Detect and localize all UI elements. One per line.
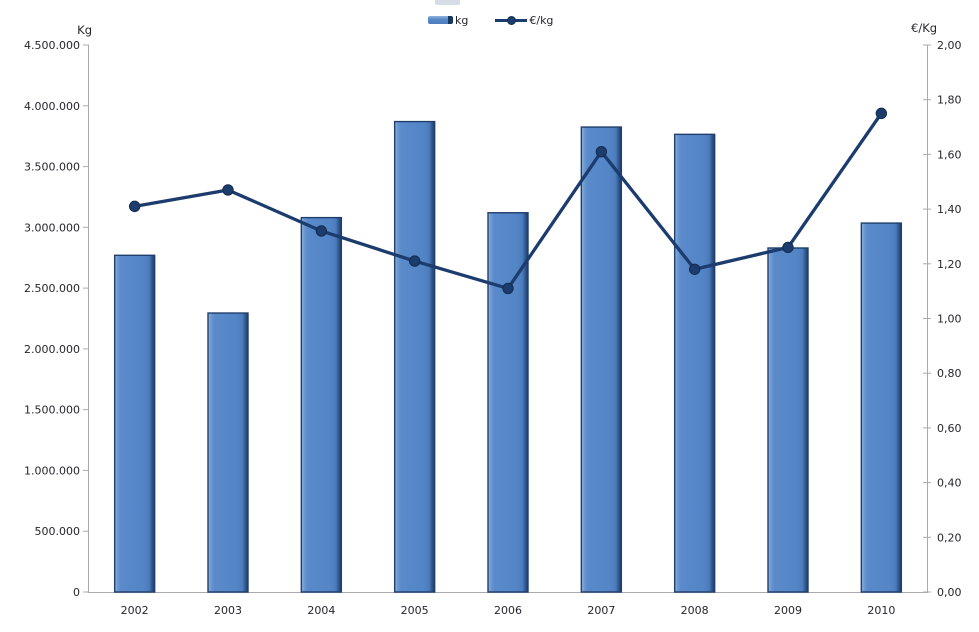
y-axis-left-tick-label: 0 xyxy=(73,586,80,599)
bar-2004 xyxy=(300,216,343,593)
y-axis-right-tick-label: 0,20 xyxy=(937,531,962,544)
x-axis-label-2007: 2007 xyxy=(587,604,615,617)
y-axis-left-tick-label: 3.000.000 xyxy=(24,221,80,234)
marker-2007 xyxy=(595,145,608,158)
bar-2009 xyxy=(767,247,809,593)
y-axis-left-tick-label: 1.000.000 xyxy=(24,464,80,477)
y-axis-left-tick-label: 4.000.000 xyxy=(24,100,80,113)
legend-label-eur-per-kg: €/kg xyxy=(529,13,554,27)
y-axis-right-tick-label: 1,00 xyxy=(937,313,962,326)
right-axis-title: €/Kg xyxy=(911,21,938,35)
y-axis-left-tick-label: 2.500.000 xyxy=(24,282,80,295)
x-axis-label-2008: 2008 xyxy=(681,604,709,617)
bar-2008 xyxy=(673,133,716,593)
y-axis-right-tick-label: 0,00 xyxy=(937,586,962,599)
marker-2006 xyxy=(502,282,514,295)
bar-2003 xyxy=(207,312,249,593)
legend-item-kg: kg xyxy=(428,15,468,26)
y-axis-right-tick-label: 2,00 xyxy=(937,39,962,52)
y-axis-right-tick-label: 0,60 xyxy=(937,422,962,435)
line-swatch-dot xyxy=(507,15,517,25)
bar-2005 xyxy=(393,120,436,593)
y-axis-left-tick-label: 500.000 xyxy=(35,525,81,538)
x-axis-label-2004: 2004 xyxy=(307,604,335,617)
legend-label-kg: kg xyxy=(455,13,469,27)
marker-2004 xyxy=(315,225,328,237)
top-edge-artifact xyxy=(435,0,460,5)
x-axis-label-2006: 2006 xyxy=(494,604,522,617)
marker-2003 xyxy=(222,184,234,196)
bar-2006 xyxy=(487,212,529,593)
marker-2002 xyxy=(128,200,141,213)
line-marker-swatch-icon xyxy=(495,15,528,25)
bar-2007 xyxy=(580,126,623,593)
y-axis-left-tick-label: 4.500.000 xyxy=(24,39,80,52)
x-axis-label-2010: 2010 xyxy=(867,604,895,617)
bar-swatch-icon xyxy=(428,16,453,24)
bar-2002 xyxy=(113,254,156,593)
x-axis-label-2009: 2009 xyxy=(774,604,802,617)
marker-2008 xyxy=(688,263,701,275)
y-axis-left-tick-label: 1.500.000 xyxy=(24,404,80,417)
y-axis-right-tick-label: 1,80 xyxy=(937,94,962,107)
legend: kg €/kg xyxy=(428,11,553,29)
y-axis-right-tick-label: 0,40 xyxy=(937,477,962,490)
legend-item-eur-per-kg: €/kg xyxy=(495,15,553,26)
bar-2010 xyxy=(860,222,903,593)
marker-2005 xyxy=(408,255,421,267)
marker-2009 xyxy=(782,241,794,254)
y-axis-right-tick-label: 1,40 xyxy=(937,203,962,216)
marker-2010 xyxy=(875,107,888,120)
x-axis-label-2002: 2002 xyxy=(121,604,149,617)
left-axis-title: Kg xyxy=(77,23,92,37)
x-axis-label-2005: 2005 xyxy=(401,604,429,617)
y-axis-left-tick-label: 3.500.000 xyxy=(24,161,80,174)
y-axis-right-tick-label: 0,80 xyxy=(937,367,962,380)
y-axis-right-tick-label: 1,60 xyxy=(937,148,962,161)
y-axis-left-tick-label: 2.000.000 xyxy=(24,343,80,356)
y-axis-right-tick-label: 1,20 xyxy=(937,258,962,271)
x-axis-label-2003: 2003 xyxy=(214,604,242,617)
